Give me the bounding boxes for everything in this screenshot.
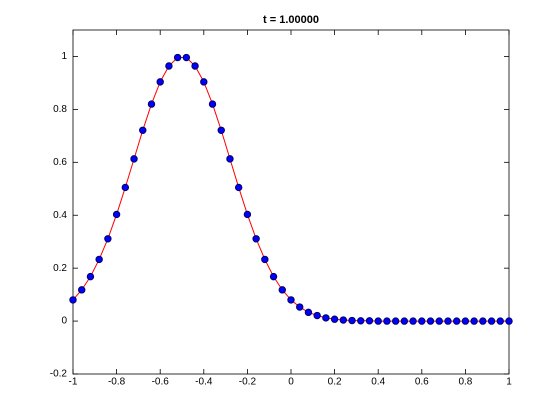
x-tick-label: -1	[69, 377, 78, 388]
y-tick-label: 0	[61, 316, 67, 327]
data-point	[470, 317, 478, 325]
y-tick-label: 0.4	[53, 210, 67, 221]
data-point	[69, 296, 77, 304]
data-point	[383, 317, 391, 325]
y-tick-label: 1	[61, 51, 67, 62]
data-point	[409, 317, 417, 325]
data-line	[72, 57, 509, 322]
data-point	[505, 317, 513, 325]
data-point	[348, 316, 356, 325]
data-point	[400, 317, 409, 325]
data-point	[217, 126, 225, 134]
data-point	[296, 303, 304, 311]
data-point	[95, 255, 103, 264]
data-point	[261, 255, 269, 264]
data-point	[191, 62, 199, 70]
data-point	[104, 235, 112, 243]
data-point	[391, 317, 400, 325]
data-point	[435, 317, 443, 325]
data-point	[418, 317, 426, 325]
data-point	[339, 316, 348, 324]
data-point	[130, 155, 138, 163]
x-tick-label: 0.2	[328, 377, 342, 388]
data-point	[313, 311, 321, 320]
data-point	[112, 210, 121, 219]
data-point	[487, 317, 496, 325]
chart-title: t = 1.00000	[263, 14, 319, 26]
y-tick-label: 0.2	[53, 263, 67, 274]
data-point	[121, 183, 130, 192]
data-point	[156, 78, 164, 86]
data-point	[365, 317, 374, 325]
data-point	[243, 210, 252, 219]
data-point	[139, 126, 147, 134]
x-tick-label: 0.8	[458, 377, 472, 388]
data-point	[86, 272, 95, 281]
x-tick-label: 0	[288, 377, 294, 388]
data-point	[252, 235, 260, 243]
data-point	[200, 78, 208, 86]
data-point	[452, 317, 461, 325]
x-tick-label: 1	[506, 377, 512, 388]
data-point	[165, 62, 173, 70]
data-point	[278, 286, 286, 294]
data-point	[426, 317, 435, 325]
data-point	[304, 308, 313, 317]
data-point	[357, 317, 365, 325]
data-point	[226, 155, 234, 163]
data-point	[479, 317, 487, 325]
data-point	[496, 317, 504, 325]
x-tick-label: 0.6	[415, 377, 429, 388]
x-tick-label: 0.4	[371, 377, 385, 388]
data-point	[322, 314, 330, 322]
y-tick-label: 0.8	[53, 104, 67, 115]
data-point	[287, 296, 295, 304]
x-tick-label: -0.6	[152, 377, 170, 388]
data-point	[147, 100, 156, 108]
data-point	[208, 100, 217, 108]
x-tick-label: -0.2	[239, 377, 257, 388]
x-tick-label: -0.8	[108, 377, 126, 388]
data-point	[461, 317, 470, 325]
data-point	[374, 317, 382, 325]
data-point	[269, 272, 278, 281]
data-point	[78, 286, 86, 294]
data-point	[444, 317, 452, 325]
data-point	[182, 53, 191, 62]
data-point	[173, 53, 182, 62]
y-tick-label: 0.6	[53, 157, 67, 168]
data-point	[234, 183, 243, 192]
plot-area	[72, 29, 510, 375]
y-tick-label: -0.2	[50, 369, 68, 380]
data-point	[330, 315, 339, 323]
x-tick-label: -0.4	[195, 377, 213, 388]
